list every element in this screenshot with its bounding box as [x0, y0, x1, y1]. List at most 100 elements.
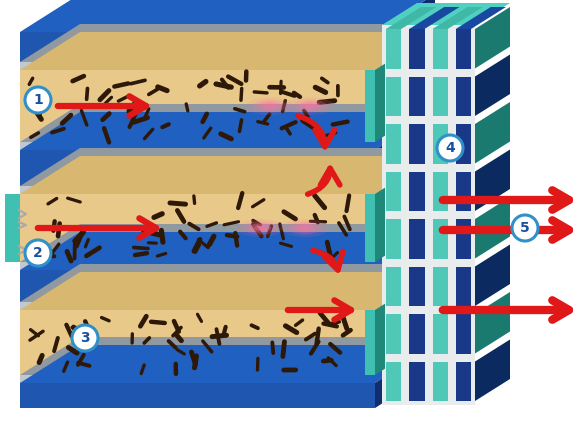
Bar — [410, 124, 425, 163]
Polygon shape — [20, 104, 435, 142]
Circle shape — [25, 240, 51, 266]
Polygon shape — [456, 7, 506, 29]
Bar — [20, 150, 375, 186]
Polygon shape — [475, 339, 510, 401]
Bar — [20, 142, 375, 150]
Polygon shape — [475, 197, 510, 258]
Bar — [382, 25, 475, 405]
FancyArrowPatch shape — [443, 190, 569, 210]
Bar — [410, 219, 425, 258]
Ellipse shape — [288, 221, 322, 234]
FancyArrowPatch shape — [58, 96, 146, 116]
FancyArrowPatch shape — [288, 300, 351, 320]
Bar — [386, 266, 401, 306]
Polygon shape — [375, 24, 435, 70]
Polygon shape — [20, 0, 435, 32]
Polygon shape — [375, 345, 435, 408]
Bar — [432, 124, 448, 163]
Polygon shape — [20, 345, 435, 383]
Polygon shape — [375, 112, 435, 186]
Polygon shape — [475, 54, 510, 116]
Bar — [20, 302, 375, 310]
Bar — [386, 29, 401, 69]
Ellipse shape — [293, 99, 327, 112]
Bar — [456, 29, 471, 69]
FancyArrowPatch shape — [443, 300, 569, 320]
Polygon shape — [20, 224, 435, 262]
Polygon shape — [375, 272, 435, 375]
Bar — [386, 124, 401, 163]
Polygon shape — [20, 337, 435, 375]
Ellipse shape — [249, 224, 271, 232]
Ellipse shape — [236, 219, 284, 237]
Text: 5: 5 — [520, 221, 530, 235]
Polygon shape — [20, 112, 435, 150]
Bar — [410, 29, 425, 69]
Bar — [20, 310, 375, 375]
Bar — [20, 375, 375, 383]
Circle shape — [25, 87, 51, 113]
Bar — [365, 310, 375, 375]
Bar — [20, 186, 375, 194]
Polygon shape — [375, 304, 385, 375]
Bar — [20, 70, 375, 142]
Polygon shape — [375, 104, 435, 150]
Polygon shape — [475, 149, 510, 211]
FancyArrowPatch shape — [298, 116, 335, 147]
Bar — [365, 70, 375, 142]
Circle shape — [72, 325, 98, 351]
Bar — [5, 194, 20, 262]
Ellipse shape — [299, 101, 321, 110]
Polygon shape — [375, 337, 435, 383]
Ellipse shape — [286, 97, 334, 115]
Polygon shape — [20, 156, 435, 194]
Ellipse shape — [259, 101, 281, 110]
Ellipse shape — [264, 104, 276, 109]
Bar — [20, 194, 375, 262]
Bar — [432, 29, 448, 69]
Bar — [410, 314, 425, 354]
Polygon shape — [375, 0, 435, 62]
Polygon shape — [20, 32, 435, 70]
Bar — [20, 62, 375, 70]
Bar — [410, 171, 425, 211]
Ellipse shape — [299, 226, 311, 231]
Text: 1: 1 — [33, 93, 43, 107]
Polygon shape — [375, 156, 435, 262]
Bar — [20, 262, 375, 270]
Polygon shape — [432, 7, 483, 29]
Bar — [386, 77, 401, 116]
Ellipse shape — [246, 97, 294, 115]
Polygon shape — [20, 148, 435, 186]
Polygon shape — [410, 7, 459, 29]
Circle shape — [512, 215, 538, 241]
FancyArrowPatch shape — [443, 220, 569, 240]
Polygon shape — [375, 148, 435, 194]
Polygon shape — [20, 24, 435, 62]
Bar — [456, 266, 471, 306]
Bar — [386, 362, 401, 401]
Bar — [456, 171, 471, 211]
Bar — [365, 194, 375, 262]
Polygon shape — [382, 3, 510, 25]
Bar — [432, 77, 448, 116]
Text: 2: 2 — [33, 246, 43, 260]
FancyArrowPatch shape — [38, 218, 156, 238]
Circle shape — [437, 135, 463, 161]
Bar — [20, 32, 375, 62]
Bar — [410, 362, 425, 401]
Bar — [456, 362, 471, 401]
Polygon shape — [475, 7, 510, 69]
Ellipse shape — [304, 104, 316, 109]
Bar — [410, 77, 425, 116]
Polygon shape — [375, 224, 435, 270]
Ellipse shape — [294, 224, 316, 232]
Bar — [386, 219, 401, 258]
Text: 3: 3 — [80, 331, 90, 345]
Bar — [20, 270, 375, 302]
Polygon shape — [20, 272, 435, 310]
Bar — [456, 124, 471, 163]
Ellipse shape — [281, 219, 329, 237]
Polygon shape — [20, 232, 435, 270]
FancyArrowPatch shape — [313, 250, 343, 270]
